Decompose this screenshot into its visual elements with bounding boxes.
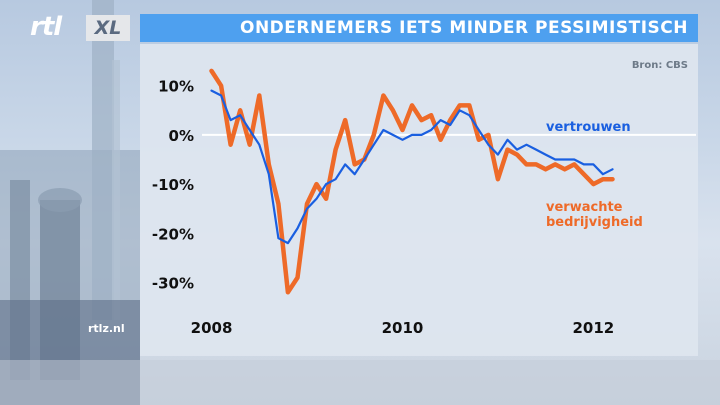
- logo-rtl-text: rtl: [30, 12, 62, 42]
- series-layer: [209, 68, 615, 295]
- series-label-bedrijvigheid: bedrijvigheid: [546, 215, 643, 230]
- series-label-vertrouwen: vertrouwen: [546, 120, 631, 135]
- website-label: rtlz.nl: [88, 322, 125, 335]
- series-line-vertrouwen: [210, 89, 614, 245]
- chart-panel: [140, 44, 698, 356]
- y-axis: 10% 0% -10% -20% -30%: [152, 78, 194, 293]
- title-bar: [140, 14, 698, 42]
- y-tick-label: -30%: [152, 274, 194, 292]
- y-tick-label: -10%: [152, 176, 194, 194]
- y-tick-label: -20%: [152, 225, 194, 243]
- logo-xl-badge: XL: [86, 15, 130, 41]
- series-line-verwachte-bedrijvigheid: [209, 68, 615, 295]
- y-tick-label: 0%: [169, 127, 194, 145]
- x-tick-label: 2008: [191, 319, 233, 337]
- series-label-verwachte: verwachte: [546, 200, 623, 215]
- y-tick-label: 10%: [158, 78, 194, 96]
- x-tick-label: 2010: [382, 319, 424, 337]
- chart-title: ONDERNEMERS IETS MINDER PESSIMISTISCH: [240, 18, 688, 38]
- rtl-xl-logo: rtl XL: [30, 10, 134, 44]
- source-label: Bron: CBS: [631, 60, 688, 71]
- x-axis: 2008 2010 2012: [191, 319, 615, 337]
- x-tick-label: 2012: [572, 319, 614, 337]
